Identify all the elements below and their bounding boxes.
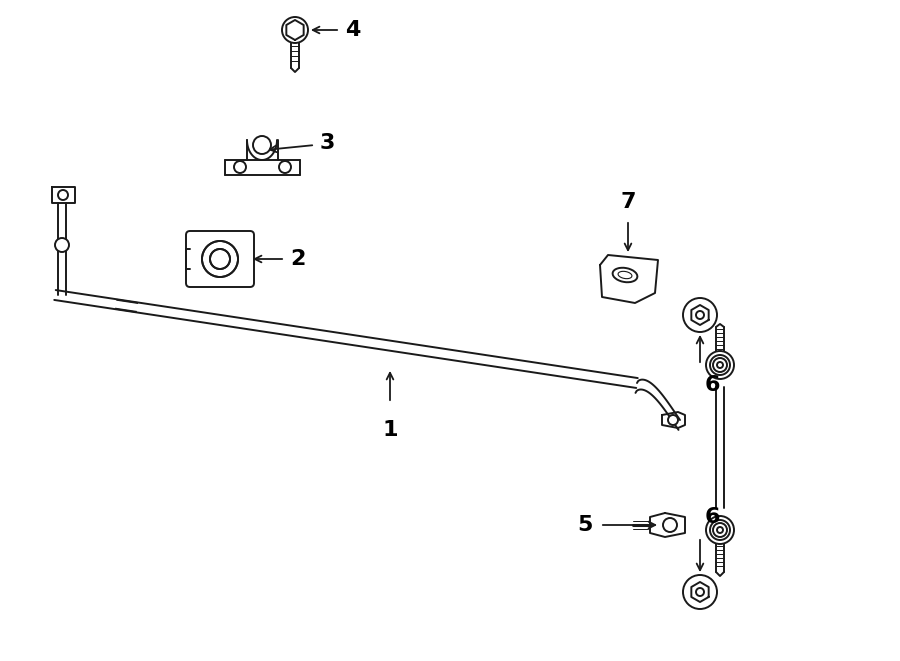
Circle shape: [717, 362, 723, 368]
Text: 3: 3: [320, 133, 336, 153]
FancyBboxPatch shape: [186, 231, 254, 287]
Circle shape: [234, 161, 246, 173]
Text: 7: 7: [620, 192, 635, 212]
Circle shape: [210, 249, 230, 269]
Circle shape: [683, 575, 717, 609]
Text: 2: 2: [290, 249, 305, 269]
Circle shape: [696, 588, 704, 596]
Circle shape: [717, 527, 723, 533]
Circle shape: [713, 358, 727, 372]
Circle shape: [696, 311, 704, 319]
Text: 4: 4: [345, 20, 360, 40]
Text: 1: 1: [382, 420, 398, 440]
Circle shape: [706, 516, 734, 544]
Circle shape: [710, 520, 730, 540]
Circle shape: [202, 241, 238, 277]
Circle shape: [55, 238, 69, 252]
Text: 6: 6: [705, 507, 721, 527]
Circle shape: [282, 17, 308, 43]
Circle shape: [706, 351, 734, 379]
Circle shape: [683, 298, 717, 332]
Circle shape: [253, 136, 271, 154]
Text: 6: 6: [705, 375, 721, 395]
Circle shape: [710, 355, 730, 375]
Circle shape: [713, 523, 727, 537]
Circle shape: [58, 190, 68, 200]
Circle shape: [668, 415, 678, 425]
Circle shape: [663, 518, 677, 532]
Text: 5: 5: [578, 515, 593, 535]
Circle shape: [279, 161, 291, 173]
